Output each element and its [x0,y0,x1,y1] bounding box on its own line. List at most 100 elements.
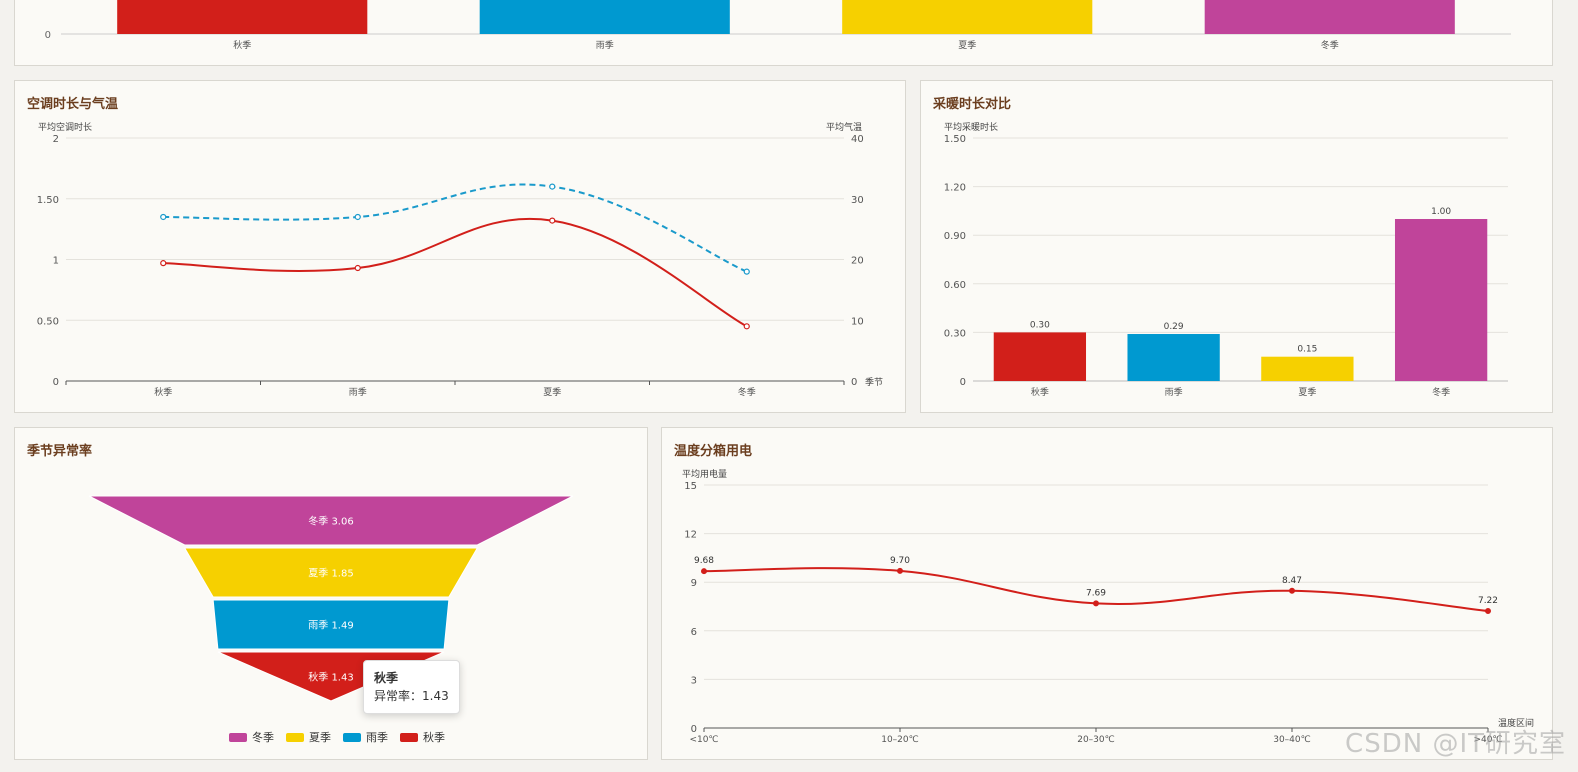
y-tick-label-right: 20 [851,256,864,267]
y-tick-label: 0.60 [944,280,966,291]
legend-swatch [229,732,247,742]
ac-panel: 空调时长与气温 平均空调时长 平均气温 0 0 0.50 10 1 20 1.50 30 2 40 季节… [14,80,906,413]
data-label: 9.68 [694,556,714,566]
y-tick-label: 0 [691,724,697,735]
x-tick-label: 20–30℃ [1077,735,1115,745]
series-point [743,323,750,330]
series-point [701,568,707,575]
y-tick-label: 15 [684,481,697,492]
funnel-tooltip: 秋季 异常率：1.43 [363,660,460,714]
bar [117,0,368,34]
x-tick-label: 秋季 [1031,386,1049,398]
x-tick-label: 秋季 [233,39,251,51]
series-point [354,213,361,221]
x-tick-label: >40℃ [1473,735,1502,745]
y-tick-label-left: 2 [53,134,59,145]
heat-panel: 采暖时长对比 平均采暖时长 0 0.30 0.60 0.90 1.20 1.50 0.30 秋季… [920,80,1553,413]
x-tick-label: 冬季 [738,386,756,398]
y-axis-title: 平均用电量 [682,468,727,480]
series-point [743,268,750,275]
series-point [897,567,903,574]
x-tick-label: <10℃ [689,735,718,745]
funnel-label: 夏季 1.85 [308,568,353,580]
series-point [160,260,167,267]
bar [1204,0,1455,34]
y-tick-label: 0.90 [944,231,966,242]
data-label: 0.30 [1030,320,1050,330]
y-axis-title-left: 平均空调时长 [38,121,92,133]
series-point [549,183,556,190]
y-axis-title: 平均采暖时长 [944,121,998,133]
data-label: 8.47 [1282,576,1302,586]
tooltip-label: 异常率：1.43 [374,689,449,703]
y-tick-label-left: 0.50 [37,316,59,327]
series-point [160,213,167,221]
x-tick-label: 夏季 [1298,386,1316,398]
legend-swatch [400,732,418,742]
funnel-legend: 冬季 夏季 雨季 秋季 [229,729,445,745]
legend-item[interactable]: 雨季 [343,729,388,745]
funnel-label: 冬季 3.06 [308,515,353,528]
funnel-segment [183,547,479,598]
watermark: CSDN @IT研究室 [1345,729,1566,759]
legend-item[interactable]: 冬季 [229,729,274,745]
bar [842,0,1093,34]
data-label: 0.29 [1164,322,1184,332]
legend-label: 冬季 [252,731,274,744]
top-bar-panel: 0 秋季 雨季 夏季 冬季 [14,0,1553,66]
x-tick-label: 冬季 [1321,39,1339,51]
ac-duration-series-line [163,218,748,328]
bar [1394,219,1488,381]
anomaly-panel: 季节异常率 冬季 3.06 夏季 1.85 雨季 1.49 秋季 1.43 秋季 异常… [14,427,648,760]
legend-label: 秋季 [423,731,445,744]
x-tick-label: 秋季 [154,386,172,398]
top-bar-chart: 0 秋季 雨季 夏季 冬季 [45,0,1511,51]
legend-label: 雨季 [366,731,388,744]
legend-swatch [343,732,361,742]
tooltip-title: 秋季 [374,671,399,685]
y-tick-label: 3 [691,675,697,686]
y-tick-label: 9 [691,578,697,589]
x-tick-label: 雨季 [596,39,614,51]
y-axis-title-right: 平均气温 [826,121,862,133]
y-tick-label-left: 0 [53,377,59,388]
y-tick-label-left: 1.50 [37,195,59,206]
temp-title: 温度分箱用电 [674,444,753,459]
bar [993,332,1087,381]
data-label: 9.70 [890,556,910,566]
x-tick-label: 10–20℃ [881,735,919,745]
funnel-label: 秋季 1.43 [308,671,353,684]
heat-title: 采暖时长对比 [933,97,1012,112]
legend-label: 夏季 [309,731,331,744]
ac-title: 空调时长与气温 [27,97,119,112]
bar [479,0,730,34]
y-tick-label-left: 1 [53,256,59,267]
series-point [549,217,556,224]
legend-item[interactable]: 夏季 [286,729,331,745]
y-tick-label: 1.20 [944,183,966,194]
y-tick-label: 0 [45,30,51,41]
y-tick-label: 0.30 [944,328,966,339]
x-tick-label: 夏季 [958,39,976,51]
x-axis-title: 温度区间 [1498,717,1534,729]
temp-panel: 温度分箱用电 平均用电量 0 3 6 9 12 15 温度区间 <10℃ 10–20℃ 20–30℃… [661,427,1553,760]
temperature-series-line [163,183,748,273]
y-tick-label: 12 [684,530,697,541]
bar [1261,356,1354,381]
series-point [354,264,361,272]
data-label: 7.69 [1086,588,1106,598]
x-tick-label: 雨季 [349,386,367,398]
data-label: 0.15 [1297,345,1317,355]
y-tick-label-right: 40 [851,134,864,145]
series-point [1485,608,1491,615]
x-axis-title: 季节 [865,376,883,388]
y-tick-label: 6 [691,627,697,638]
y-tick-label: 0 [960,377,966,388]
anomaly-funnel-chart: 冬季 3.06 夏季 1.85 雨季 1.49 秋季 1.43 [88,495,574,702]
bar [1127,334,1220,381]
x-tick-label: 夏季 [543,386,561,398]
y-tick-label-right: 30 [851,195,864,206]
legend-item[interactable]: 秋季 [400,729,445,745]
funnel-segment [88,495,574,546]
